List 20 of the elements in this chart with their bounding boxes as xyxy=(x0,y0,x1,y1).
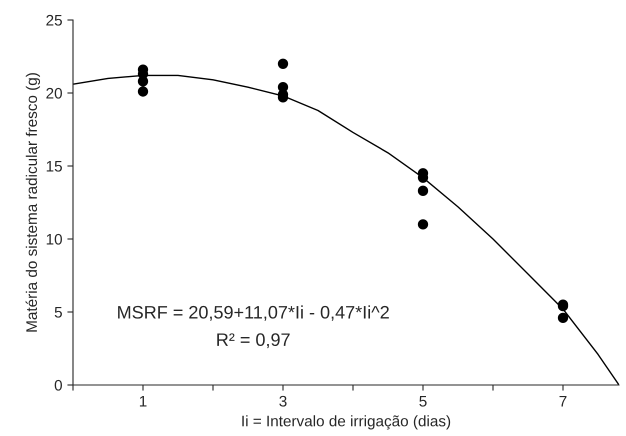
y-tick-label: 10 xyxy=(46,234,62,245)
x-tick-label: 7 xyxy=(560,396,566,406)
y-tick-label: 20 xyxy=(46,88,62,99)
y-tick-label: 15 xyxy=(46,161,62,172)
y-tick-label: 25 xyxy=(46,14,62,26)
x-tick-label: 3 xyxy=(279,396,287,407)
x-tick-label: 5 xyxy=(419,396,427,407)
x-tick-label: 1 xyxy=(140,396,147,406)
y-tick-label: 5 xyxy=(54,307,62,318)
point xyxy=(138,76,148,86)
x-axis-title: Ii = Intervalo de irrigação (dias) xyxy=(242,415,450,430)
y-tick-label: 0 xyxy=(54,380,62,391)
annotation: R² = 0,97 xyxy=(217,333,290,348)
point xyxy=(558,312,568,323)
point xyxy=(418,186,428,196)
y-axis-title: Matéria do sistema radicular fresco (g) xyxy=(26,73,40,332)
point xyxy=(418,219,428,230)
point xyxy=(138,86,148,97)
annotation: MSRF = 20,59+11,07*Ii - 0,47*Ii^2 xyxy=(118,305,389,321)
point xyxy=(278,58,288,69)
